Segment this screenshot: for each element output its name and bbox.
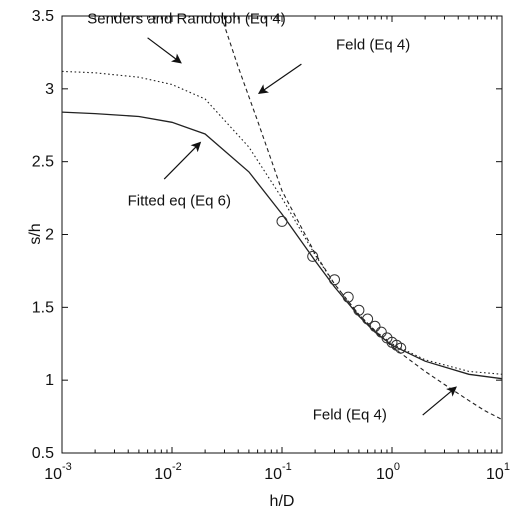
x-tick-exponent: -2 <box>172 461 182 473</box>
annotation-arrow-senders <box>147 37 182 64</box>
data-point <box>362 313 374 325</box>
x-tick-exponent: 1 <box>504 461 510 473</box>
data-point <box>369 320 381 332</box>
x-axis-label: h/D <box>270 493 295 510</box>
x-tick-base: 10 <box>486 466 504 483</box>
data-point <box>307 250 319 262</box>
annotation-text-senders: Senders and Randolph (Eq 4) <box>87 10 285 27</box>
x-tick-base: 10 <box>154 466 172 483</box>
y-tick-label: 1.5 <box>32 299 54 316</box>
y-tick-label: 2.5 <box>32 154 54 171</box>
x-tick-exponent: -1 <box>282 461 292 473</box>
x-tick-label: 10-2 <box>154 461 182 483</box>
y-tick-label: 1 <box>45 372 54 389</box>
x-tick-base: 10 <box>44 466 62 483</box>
series-line-feld <box>220 15 503 420</box>
data-point <box>375 326 387 338</box>
annotation-arrow-fitted <box>163 141 202 180</box>
x-tick-label: 10-3 <box>44 461 72 483</box>
x-tick-exponent: -3 <box>62 461 72 473</box>
data-point <box>276 215 288 227</box>
x-tick-base: 10 <box>376 466 394 483</box>
annotation-arrow-feld-bottom <box>422 386 457 416</box>
y-axis-label: s/h <box>27 223 44 244</box>
x-tick-exponent: 0 <box>394 461 400 473</box>
annotation-text-fitted: Fitted eq (Eq 6) <box>128 192 231 209</box>
data-point <box>329 274 340 286</box>
y-tick-label: 2 <box>45 227 54 244</box>
data-point <box>342 291 354 303</box>
y-tick-label: 0.5 <box>32 445 54 462</box>
data-point <box>395 342 407 354</box>
plot-area <box>61 15 503 454</box>
series-line-senders <box>61 70 503 375</box>
x-tick-base: 10 <box>264 466 282 483</box>
markers-layer <box>276 215 407 354</box>
annotation-text-feld-bottom: Feld (Eq 4) <box>313 407 387 424</box>
y-tick-label: 3.5 <box>32 8 54 25</box>
annotation-arrow-feld-top <box>257 63 302 95</box>
x-tick-label: 100 <box>376 461 400 483</box>
x-tick-label: 10-1 <box>264 461 292 483</box>
y-tick-label: 3 <box>45 81 54 98</box>
annotations-layer: Senders and Randolph (Eq 4) Feld (Eq 4) Fi… <box>87 10 457 424</box>
data-point <box>353 304 365 316</box>
x-tick-label: 101 <box>486 461 510 483</box>
annotation-text-feld-top: Feld (Eq 4) <box>336 37 410 54</box>
